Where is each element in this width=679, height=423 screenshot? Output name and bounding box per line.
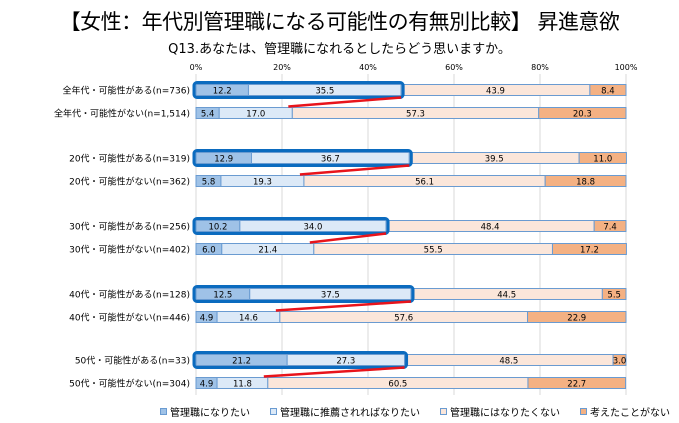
data-label-r2-s0: 12.9: [214, 155, 233, 165]
data-label-r2-s1: 36.7: [321, 155, 340, 165]
highlight-box-2: [192, 217, 390, 235]
x-tick-label-0: 0%: [190, 63, 203, 72]
data-label-r1-s1: 17.0: [246, 110, 265, 120]
data-label-r6-s3: 5.5: [607, 291, 621, 301]
data-label-r3-s3: 18.8: [576, 178, 595, 188]
bar-segment-r5-s3: [551, 243, 627, 255]
x-tick-label-2: 40%: [359, 63, 377, 72]
data-label-r9-s1: 11.8: [233, 380, 252, 390]
data-label-r6-s1: 37.5: [321, 291, 340, 301]
legend-swatch-1: [270, 408, 277, 415]
legend-label-3: 考えたことがない: [590, 408, 670, 419]
legend-item-2: 管理職にはなりたくない: [440, 404, 560, 419]
x-tick-label-3: 60%: [445, 63, 463, 72]
data-label-r4-s3: 7.4: [603, 223, 617, 233]
data-label-r3-s1: 19.3: [253, 178, 272, 188]
bar-segment-r7-s3: [527, 311, 627, 323]
bar-segment-r6-s3: [601, 288, 627, 300]
data-label-r9-s0: 4.9: [200, 380, 214, 390]
data-label-r1-s0: 5.4: [201, 110, 215, 120]
legend-swatch-3: [580, 408, 587, 415]
data-label-r8-s3: 3.0: [613, 357, 627, 367]
legend-swatch-2: [440, 408, 447, 415]
data-label-r0-s2: 43.9: [486, 87, 505, 97]
category-label-4: 30代・可能性がある(n=256): [69, 221, 190, 233]
data-label-r4-s0: 10.2: [208, 223, 227, 233]
data-label-r0-s3: 8.4: [601, 87, 615, 97]
legend-item-3: 考えたことがない: [580, 404, 670, 419]
chart-title: 【女性：年代別管理職になる可能性の有無別比較】 昇進意欲: [59, 10, 620, 34]
category-label-9: 50代・可能性がない(n=304): [69, 378, 190, 390]
legend-item-0: 管理職になりたい: [160, 404, 250, 419]
category-label-8: 50代・可能性がある(n=33): [75, 355, 190, 367]
bar-segment-r1-s3: [538, 107, 627, 119]
connector-line-3: [275, 300, 412, 312]
data-label-r6-s0: 12.5: [213, 291, 232, 301]
highlight-box-0: [192, 81, 405, 99]
legend-item-1: 管理職に推薦されればなりたい: [270, 404, 420, 419]
connector-line-4: [263, 366, 405, 378]
data-label-r3-s0: 5.8: [202, 178, 216, 188]
bar-segment-r2-s3: [578, 152, 627, 164]
bar-segment-r0-s3: [589, 84, 627, 96]
legend: 管理職になりたい 管理職に推薦されればなりたい 管理職にはなりたくない 考えたこ…: [160, 404, 670, 419]
legend-label-0: 管理職になりたい: [170, 408, 250, 419]
x-tick-label-5: 100%: [615, 63, 638, 72]
connector-line-1: [299, 164, 410, 176]
category-label-1: 全年代・可能性がない(n=1,514): [54, 108, 190, 120]
data-label-r8-s2: 48.5: [499, 357, 518, 367]
data-label-r3-s2: 56.1: [415, 178, 434, 188]
category-label-5: 30代・可能性がない(n=402): [69, 244, 190, 256]
x-tick-label-1: 20%: [273, 63, 291, 72]
data-label-r2-s3: 11.0: [593, 155, 612, 165]
data-label-r5-s2: 55.5: [424, 246, 443, 256]
bar-segment-r3-s3: [544, 175, 627, 187]
highlight-box-1: [192, 149, 413, 167]
data-label-r8-s1: 27.3: [336, 357, 355, 367]
data-label-r7-s0: 4.9: [200, 314, 214, 324]
data-label-r2-s2: 39.5: [485, 155, 504, 165]
data-label-r5-s0: 6.0: [202, 246, 216, 256]
legend-label-2: 管理職にはなりたくない: [450, 408, 560, 419]
data-label-r7-s3: 22.9: [567, 314, 586, 324]
bar-segment-r9-s3: [527, 377, 627, 389]
data-label-r0-s1: 35.5: [315, 87, 334, 97]
data-label-r4-s1: 34.0: [303, 223, 322, 233]
category-label-0: 全年代・可能性がある(n=736): [63, 85, 190, 97]
highlight-box-4: [192, 351, 409, 369]
category-label-6: 40代・可能性がある(n=128): [69, 289, 190, 301]
data-label-r9-s3: 22.7: [567, 380, 586, 390]
highlight-box-3: [192, 285, 415, 303]
data-label-r7-s2: 57.6: [394, 314, 413, 324]
data-label-r5-s1: 21.4: [258, 246, 277, 256]
category-label-2: 20代・可能性がある(n=319): [69, 153, 190, 165]
connector-line-0: [288, 96, 402, 108]
legend-label-1: 管理職に推薦されればなりたい: [280, 408, 420, 419]
bar-segment-r8-s3: [612, 354, 627, 366]
data-label-r6-s2: 44.5: [497, 291, 516, 301]
data-label-r4-s2: 48.4: [481, 223, 500, 233]
data-label-r8-s0: 21.2: [232, 357, 251, 367]
data-label-r7-s1: 14.6: [239, 314, 258, 324]
legend-swatch-0: [160, 408, 167, 415]
data-label-r1-s3: 20.3: [573, 110, 592, 120]
x-tick-label-4: 80%: [531, 63, 549, 72]
category-label-3: 20代・可能性がない(n=362): [69, 176, 190, 188]
chart-subtitle: Q13.あなたは、管理職になれるとしたらどう思いますか。: [168, 42, 511, 57]
category-label-7: 40代・可能性がない(n=446): [69, 312, 190, 324]
data-label-r1-s2: 57.3: [406, 110, 425, 120]
data-label-r9-s2: 60.5: [388, 380, 407, 390]
bar-segment-r4-s3: [593, 220, 627, 232]
data-label-r5-s3: 17.2: [580, 246, 599, 256]
data-label-r0-s0: 12.2: [213, 87, 232, 97]
connector-line-2: [309, 232, 387, 244]
